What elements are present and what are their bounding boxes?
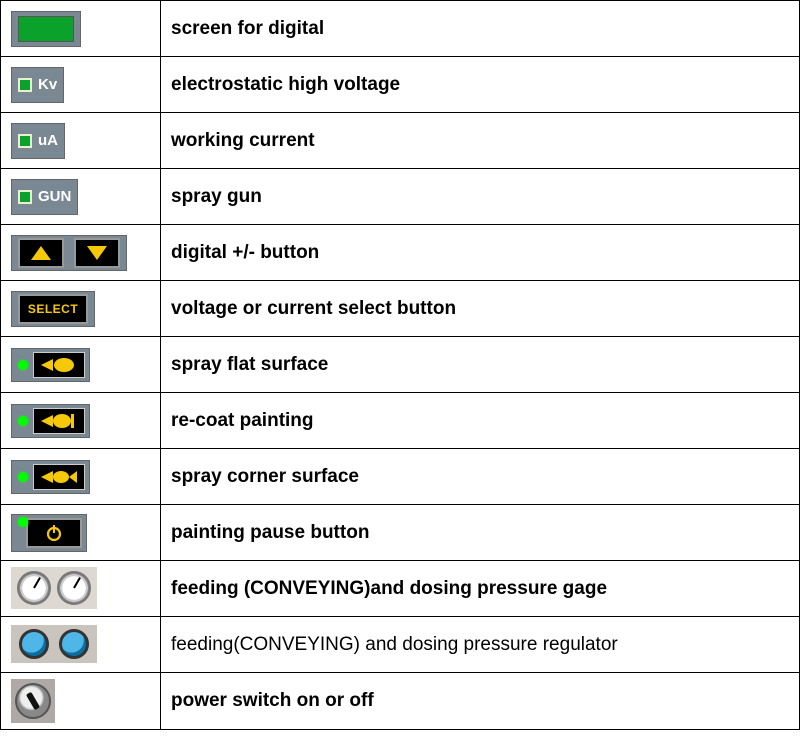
pause-button-icon	[11, 514, 87, 552]
desc-cell: feeding (CONVEYING)and dosing pressure g…	[161, 561, 800, 617]
table-row: re-coat painting	[1, 393, 800, 449]
table-row: spray flat surface	[1, 337, 800, 393]
table-row: SELECT voltage or current select button	[1, 281, 800, 337]
desc-cell: spray flat surface	[161, 337, 800, 393]
select-button-icon: SELECT	[11, 291, 95, 327]
desc-cell: spray corner surface	[161, 449, 800, 505]
desc-cell: re-coat painting	[161, 393, 800, 449]
table-row: spray corner surface	[1, 449, 800, 505]
icon-cell	[1, 337, 161, 393]
down-triangle-icon	[74, 238, 120, 268]
desc-cell: voltage or current select button	[161, 281, 800, 337]
icon-cell: SELECT	[1, 281, 161, 337]
icon-cell	[1, 617, 161, 673]
icon-cell	[1, 673, 161, 730]
icon-cell: Kv	[1, 57, 161, 113]
icon-cell	[1, 225, 161, 281]
desc-cell: electrostatic high voltage	[161, 57, 800, 113]
desc-cell: spray gun	[161, 169, 800, 225]
table-row: feeding (CONVEYING)and dosing pressure g…	[1, 561, 800, 617]
desc-cell: working current	[161, 113, 800, 169]
icon-cell	[1, 393, 161, 449]
spray-recoat-icon	[11, 404, 90, 438]
desc-cell: power switch on or off	[161, 673, 800, 730]
table-row: feeding(CONVEYING) and dosing pressure r…	[1, 617, 800, 673]
table-row: digital +/- button	[1, 225, 800, 281]
spray-flat-icon	[11, 348, 90, 382]
table-row: power switch on or off	[1, 673, 800, 730]
table-row: uA working current	[1, 113, 800, 169]
ua-button-icon: uA	[11, 123, 65, 159]
power-switch-icon	[11, 679, 55, 723]
desc-cell: digital +/- button	[161, 225, 800, 281]
icon-cell: GUN	[1, 169, 161, 225]
desc-cell: feeding(CONVEYING) and dosing pressure r…	[161, 617, 800, 673]
gun-button-icon: GUN	[11, 179, 78, 215]
icon-cell	[1, 449, 161, 505]
desc-cell: painting pause button	[161, 505, 800, 561]
table-row: Kv electrostatic high voltage	[1, 57, 800, 113]
desc-cell: screen for digital	[161, 1, 800, 57]
pressure-gauge-icon	[11, 567, 97, 609]
table-row: screen for digital	[1, 1, 800, 57]
table-row: GUN spray gun	[1, 169, 800, 225]
spray-corner-icon	[11, 460, 90, 494]
green-screen-icon	[11, 11, 81, 47]
up-triangle-icon	[18, 238, 64, 268]
plus-minus-icon	[11, 235, 127, 271]
icon-cell	[1, 1, 161, 57]
legend-table: screen for digital Kv electrostatic high…	[0, 0, 800, 730]
icon-cell	[1, 505, 161, 561]
table-row: painting pause button	[1, 505, 800, 561]
icon-cell	[1, 561, 161, 617]
legend-body: screen for digital Kv electrostatic high…	[1, 1, 800, 730]
icon-cell: uA	[1, 113, 161, 169]
kv-button-icon: Kv	[11, 67, 64, 103]
pressure-regulator-icon	[11, 625, 97, 663]
